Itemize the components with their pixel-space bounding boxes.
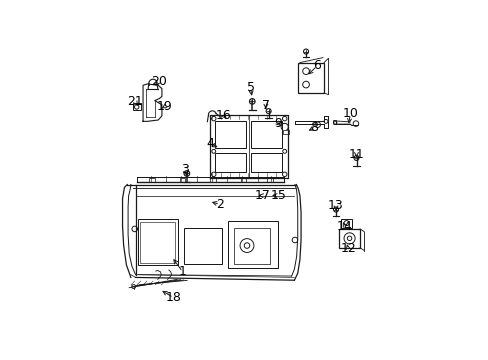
Text: 13: 13: [327, 199, 343, 212]
Text: 18: 18: [165, 291, 181, 304]
Bar: [251, 121, 282, 148]
Bar: [297, 63, 324, 93]
Bar: [241, 178, 246, 182]
Text: 15: 15: [270, 189, 285, 202]
Bar: [133, 103, 140, 110]
Text: 6: 6: [312, 59, 321, 72]
Bar: [341, 219, 351, 228]
Text: 20: 20: [150, 75, 166, 88]
Text: 14: 14: [336, 220, 352, 233]
Bar: [210, 178, 216, 182]
Text: 9: 9: [274, 117, 282, 130]
Text: 2: 2: [216, 198, 224, 211]
Text: 12: 12: [340, 242, 355, 255]
Text: 10: 10: [342, 107, 358, 120]
Bar: [233, 228, 269, 264]
Text: 19: 19: [156, 100, 172, 113]
Bar: [228, 221, 278, 268]
Bar: [215, 121, 245, 148]
Bar: [251, 153, 282, 172]
Text: 21: 21: [127, 95, 142, 108]
Bar: [183, 228, 222, 264]
Bar: [283, 130, 288, 134]
Bar: [180, 178, 185, 182]
Text: 8: 8: [310, 121, 318, 134]
Bar: [149, 178, 155, 182]
Text: 7: 7: [261, 99, 269, 112]
Text: 17: 17: [255, 189, 270, 202]
Text: 16: 16: [215, 109, 231, 122]
Text: 1: 1: [179, 265, 186, 278]
Bar: [137, 219, 177, 265]
Text: 4: 4: [206, 137, 214, 150]
Bar: [267, 178, 272, 182]
Text: 3: 3: [181, 163, 189, 176]
Bar: [339, 229, 359, 248]
Text: 5: 5: [246, 81, 254, 94]
Bar: [140, 222, 175, 263]
Bar: [215, 153, 245, 172]
Text: 11: 11: [348, 148, 364, 161]
